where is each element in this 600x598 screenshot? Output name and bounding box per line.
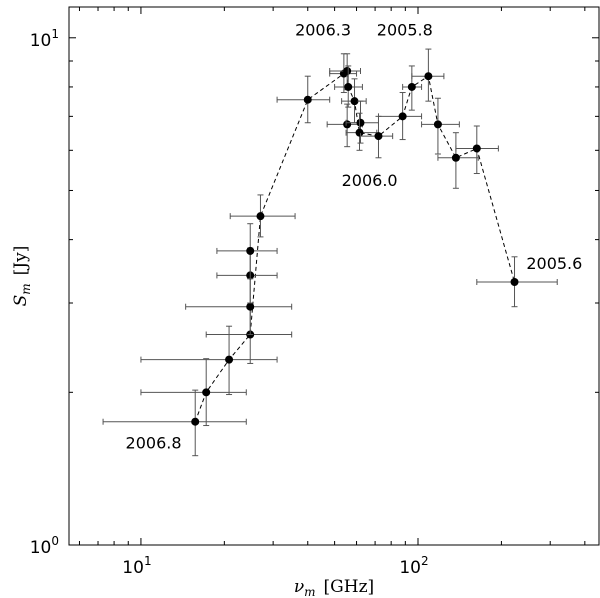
data-point [229, 194, 296, 238]
data-points [102, 48, 558, 457]
connecting-line [194, 70, 515, 422]
data-point [216, 223, 278, 280]
epoch-annotation: 2006.8 [126, 433, 182, 452]
series-line [194, 70, 515, 422]
point-marker [202, 388, 211, 397]
x-axis-label: νm [GHz] [294, 577, 374, 598]
epoch-annotation: 2006.0 [342, 171, 398, 190]
epoch-annotation: 2005.6 [526, 254, 582, 273]
data-point [329, 53, 361, 91]
epoch-annotation: 2005.8 [377, 21, 433, 40]
y-tick-label: 100 [30, 534, 59, 558]
point-marker [344, 82, 353, 91]
point-marker [433, 120, 442, 129]
epoch-annotation: 2006.3 [295, 21, 351, 40]
point-marker [356, 118, 365, 127]
y-tick-label: 101 [30, 27, 59, 51]
point-marker [510, 278, 519, 287]
data-point [455, 125, 499, 175]
point-marker [355, 128, 364, 137]
data-point [326, 103, 363, 148]
point-marker [225, 355, 234, 364]
point-marker [303, 95, 312, 104]
data-point [216, 247, 278, 304]
data-point [276, 75, 331, 124]
data-point [437, 132, 479, 189]
point-marker [398, 112, 407, 121]
data-point [377, 92, 423, 141]
data-point [102, 389, 247, 457]
point-marker [246, 246, 255, 255]
plot-frame [68, 6, 600, 546]
point-marker [256, 212, 265, 221]
point-marker [424, 72, 433, 81]
axis-ticks [69, 7, 599, 546]
point-marker [191, 417, 200, 426]
data-point [476, 256, 558, 308]
data-point [140, 358, 247, 427]
annotations: 2006.3 2005.8 2006.0 2006.8 2005.6 [126, 21, 583, 453]
data-point [402, 65, 423, 111]
point-marker [343, 67, 352, 76]
data-point [345, 112, 378, 151]
tick-labels: 101 102 100 101 [30, 27, 429, 578]
point-marker [246, 302, 255, 311]
point-marker [472, 144, 481, 153]
data-point [421, 97, 460, 155]
data-point [185, 278, 293, 336]
x-tick-label: 101 [122, 554, 151, 578]
data-point [411, 48, 445, 102]
point-marker [343, 120, 352, 129]
point-marker [407, 82, 416, 91]
x-tick-label: 102 [399, 554, 428, 578]
point-marker [374, 132, 383, 141]
point-marker [350, 97, 359, 106]
data-point [334, 65, 363, 108]
y-axis-label: Sm[Jy] [11, 246, 33, 307]
data-point [140, 325, 278, 396]
point-marker [451, 153, 460, 162]
